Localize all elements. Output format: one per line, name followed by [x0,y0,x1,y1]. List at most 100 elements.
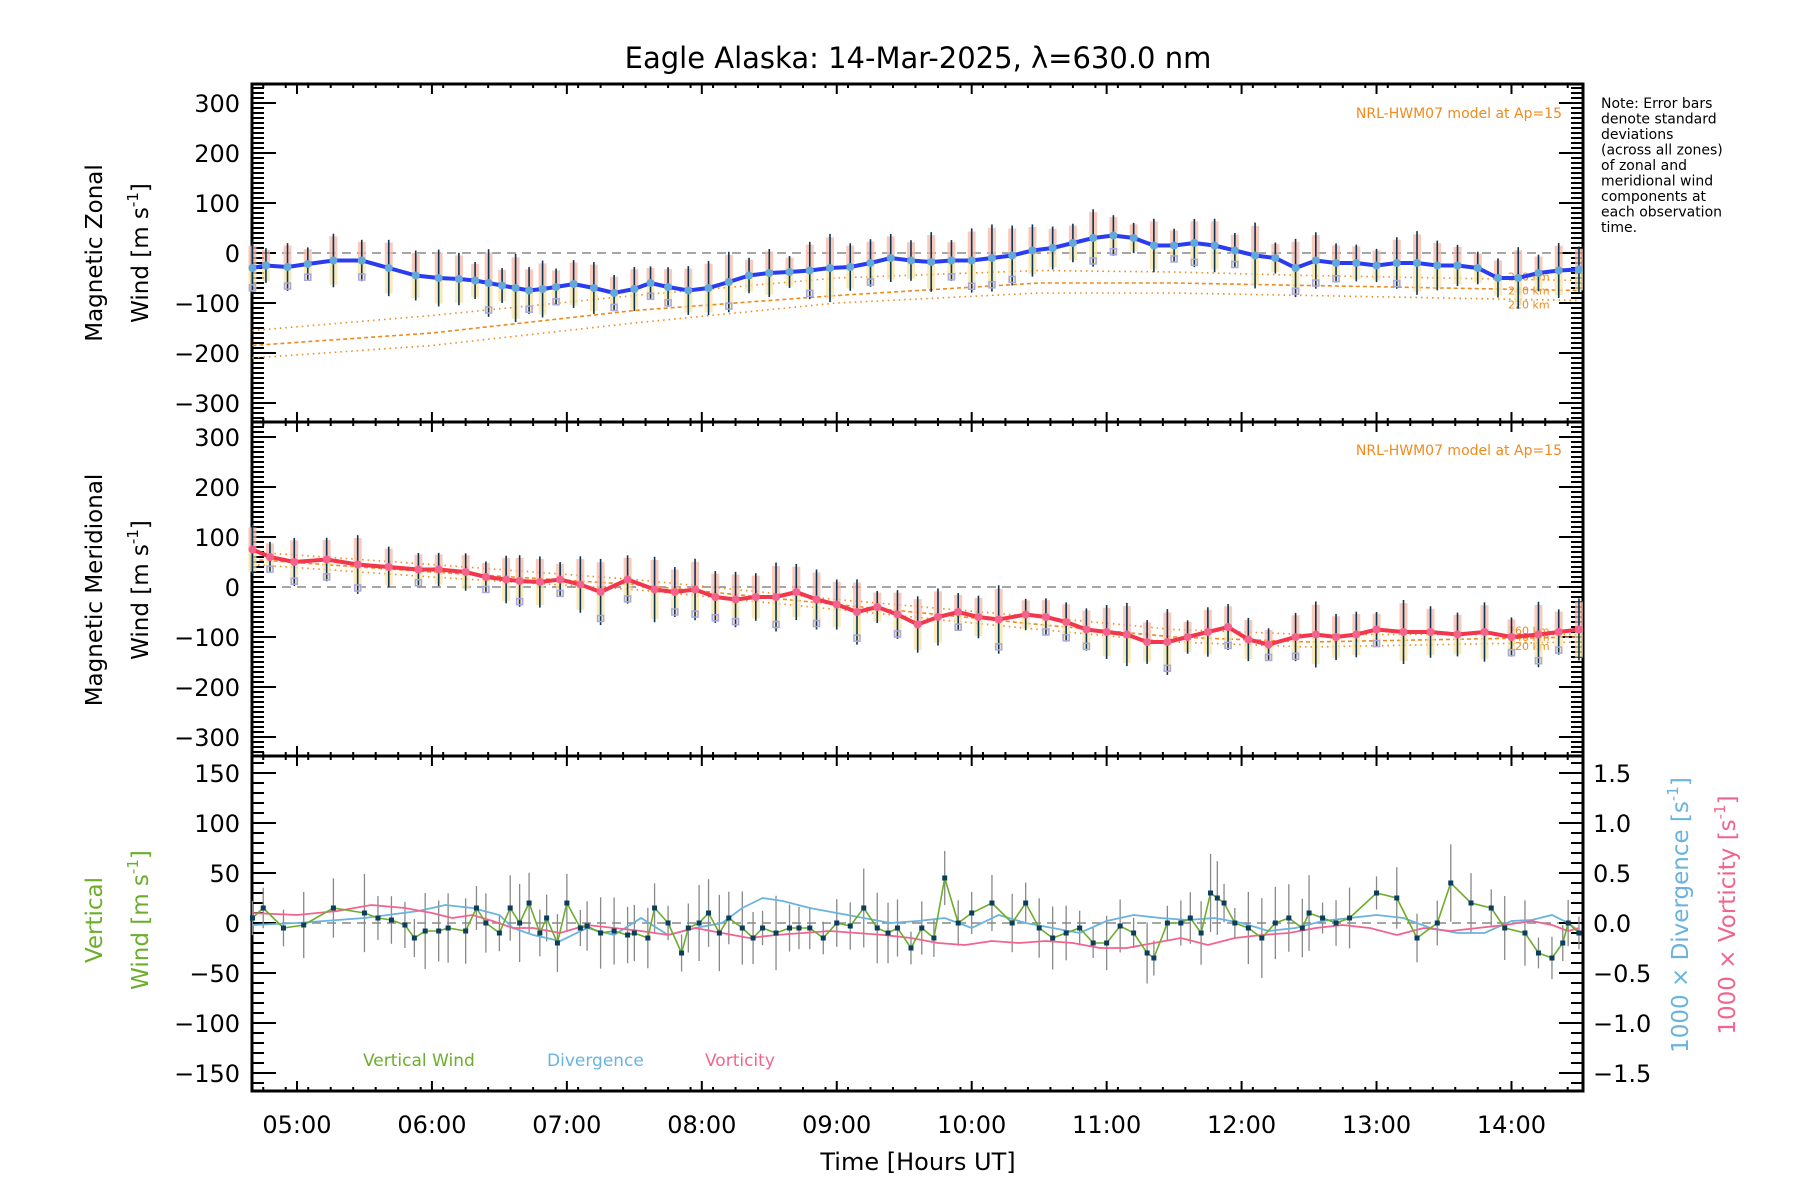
wind-point [552,283,561,291]
vertical-wind-point [1347,915,1353,921]
y-tick-label: −150 [174,1060,240,1088]
model-curve-240km [252,282,1579,347]
wind-point [670,588,679,596]
wind-point [1372,261,1381,270]
y-tick-label: −200 [174,340,240,368]
y2-tick-label: −0.5 [1593,960,1651,988]
meridional-ylabel-line1: Magnetic Meridional [82,474,108,707]
vertical-wind-point [847,923,853,929]
zonal-ylabel-units: Wind [m s [128,207,154,323]
zonal-ylabel-line2: Wind [m s-1] [124,183,154,323]
wind-point [1264,640,1273,649]
vertical-wind-point [1023,900,1029,906]
vertical-wind-point [1272,920,1278,926]
vertical-wind-point [598,930,604,936]
vertical-wind-point [1232,920,1238,926]
note-line: (across all zones) [1601,143,1723,159]
vertical-wind-point [989,900,995,906]
svg-text:1000 × Divergence [s-1]: 1000 × Divergence [s-1] [1664,777,1694,1053]
wind-point [1399,628,1408,636]
vertical-wind-point [1151,955,1157,961]
note-line: components at [1601,189,1707,205]
wind-point [1291,264,1300,272]
wind-point [1041,613,1050,621]
vertical-wind-point [1117,923,1123,929]
vertical-wind-point [1394,895,1400,901]
divergence-line [252,897,1580,942]
vertical-wind-point [625,932,631,938]
vertical-wind-point [1286,915,1292,921]
x-tick-label: 11:00 [1072,1111,1141,1139]
wind-point [630,285,639,293]
vertical-wind-point [361,910,367,916]
wind-point [481,573,490,581]
zone-point [623,595,632,603]
wind-point [1224,623,1233,631]
wind-point [414,565,423,574]
zone-point [1372,639,1381,648]
wind-point [515,577,524,585]
wind-point [1453,630,1462,639]
vertical-wind-point [411,935,417,941]
wind-point [1534,269,1543,277]
wind-point [906,256,915,265]
wind-point [994,615,1003,624]
wind-point [772,593,781,601]
vertical-wind-point [1414,935,1420,941]
vertical-wind-point [1187,915,1193,921]
zone-point [290,577,299,585]
vertical-wind-point [507,905,513,911]
wind-point [610,289,619,297]
wind-point [283,263,292,271]
note-line: each observation [1601,205,1722,221]
zonal-ylabel-sup: -1 [124,192,142,207]
wind-point [1332,259,1341,267]
vertical-wind-point [1164,920,1170,926]
vertical-wind-point [908,945,914,951]
wind-point [357,256,366,265]
note-line: meridional wind [1601,174,1713,190]
wind-point [1352,630,1361,639]
vertical-wind-point [577,925,583,931]
wind-point [646,279,655,287]
x-tick-label: 14:00 [1477,1111,1546,1139]
zone-point [866,278,875,286]
vertical-wind-point [1221,900,1227,906]
vertical-wind-point [1077,925,1083,931]
model-curve-260km [252,551,1579,636]
wind-point [765,269,774,277]
zonal-ylabel-close: ] [128,183,154,192]
x-tick-label: 09:00 [802,1111,871,1139]
vertical-wind-point [1131,930,1137,936]
zone-point [988,281,996,289]
wind-point [1068,239,1077,247]
vertical-wind-point [280,925,286,931]
y2-tick-label: 1.5 [1593,760,1631,788]
vorticity-ylabel: 1000 × Vorticity [s-1] [1711,795,1741,1034]
meridional-ylabel-line2: Wind [m s-1] [124,520,154,660]
wind-point [1271,254,1280,262]
meridional-ylabel-sup: -1 [124,529,142,544]
vertical-wind-point [931,935,937,941]
wind-point [248,545,257,554]
wind-point [664,283,673,291]
wind-point [1413,259,1422,267]
legend-vorticity: Vorticity [705,1051,775,1071]
vorticity-ylabel-text: 1000 × Vorticity [s [1715,819,1741,1034]
y-tick-label: −50 [189,960,240,988]
wind-point [1170,241,1179,250]
wind-point [832,600,841,609]
vertical-wind-point [1036,925,1042,931]
zone-point [1291,287,1300,296]
vertical-wind-point [537,930,543,936]
y-tick-label: 0 [225,910,240,938]
zone-point [525,305,533,313]
vertical-wind-point [739,925,745,931]
vertical-wind-point [1320,915,1326,921]
vertical-wind-point [554,940,560,946]
wind-point [1028,246,1037,255]
meridional-model-label: NRL-HWM07 model at Ap=15 [1356,443,1562,459]
wind-point [704,284,713,292]
vertical-wind-point [1063,930,1069,936]
